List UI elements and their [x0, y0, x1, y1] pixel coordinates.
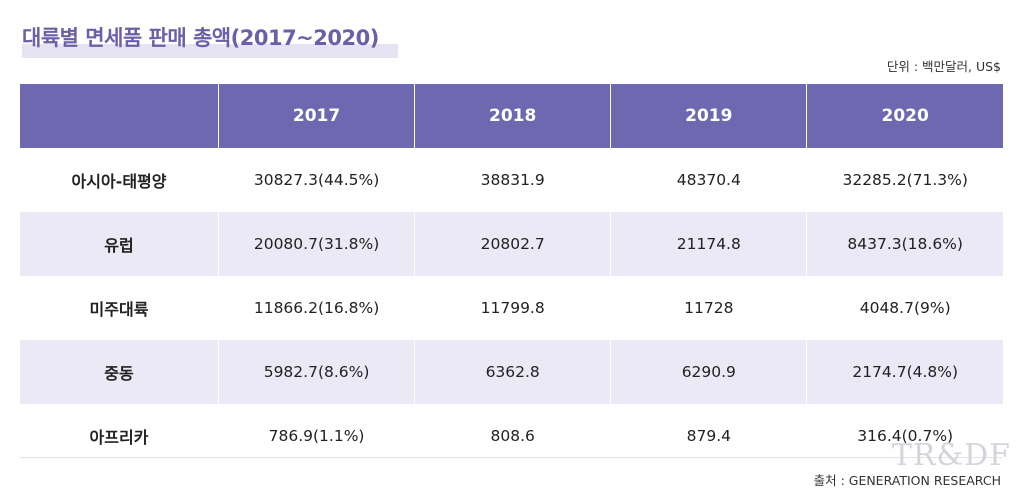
table-row: 유럽 20080.7(31.8%) 20802.7 21174.8 8437.3…: [20, 212, 1003, 276]
header-cell-2018: 2018: [414, 84, 611, 148]
value-cell: 21174.8: [610, 212, 807, 276]
region-cell: 아시아-태평양: [71, 172, 167, 191]
value-cell: 20802.7: [414, 212, 611, 276]
value-cell: 6362.8: [414, 340, 611, 404]
region-cell: 중동: [20, 340, 219, 404]
value-cell: 8437.3(18.6%): [806, 212, 1003, 276]
table-row: 중동 5982.7(8.6%) 6362.8 6290.9 2174.7(4.8…: [20, 340, 1003, 404]
header-cell-2017: 2017: [217, 84, 415, 148]
value-cell: 30827.3(44.5%): [217, 148, 415, 212]
header-cell-2019: 2019: [610, 84, 807, 148]
title-block: 대륙별 면세품 판매 총액(2017~2020): [22, 22, 398, 60]
value-cell: 32285.2(71.3%): [806, 148, 1003, 212]
table-header-row: 2017 2018 2019 2020: [20, 84, 1003, 148]
header-cell-empty: [20, 84, 219, 148]
table-row: 미주대륙 11866.2(16.8%) 11799.8 11728 4048.7…: [20, 276, 1003, 340]
region-cell: 유럽: [20, 212, 219, 276]
sales-table: 2017 2018 2019 2020 아시아-태평양 30827.3(44.5…: [20, 84, 1003, 468]
region-cell: 미주대륙: [89, 300, 149, 319]
region-cell: 아프리카: [89, 428, 149, 447]
table-row: 아프리카 786.9(1.1%) 808.6 879.4 316.4(0.7%): [20, 404, 1003, 468]
value-cell: 11728: [610, 276, 807, 340]
page-title: 대륙별 면세품 판매 총액(2017~2020): [22, 26, 379, 50]
header-cell-2020: 2020: [806, 84, 1003, 148]
value-cell: 808.6: [414, 404, 611, 468]
value-cell: 6290.9: [610, 340, 807, 404]
unit-label: 단위 : 백만달러, US$: [886, 59, 1001, 74]
value-cell: 11799.8: [414, 276, 611, 340]
table-row: 아시아-태평양 30827.3(44.5%) 38831.9 48370.4 3…: [20, 148, 1003, 212]
value-cell: 4048.7(9%): [806, 276, 1003, 340]
table-bottom-divider: [20, 457, 1003, 458]
value-cell: 20080.7(31.8%): [217, 212, 415, 276]
source-label: 출처 : GENERATION RESEARCH: [813, 473, 1001, 488]
value-cell: 48370.4: [610, 148, 807, 212]
value-cell: 786.9(1.1%): [217, 404, 415, 468]
value-cell: 5982.7(8.6%): [217, 340, 415, 404]
title-highlight: [22, 44, 398, 58]
value-cell: 2174.7(4.8%): [806, 340, 1003, 404]
trdf-logo: TR&DF: [891, 438, 1011, 473]
value-cell: 38831.9: [414, 148, 611, 212]
value-cell: 11866.2(16.8%): [217, 276, 415, 340]
value-cell: 879.4: [610, 404, 807, 468]
